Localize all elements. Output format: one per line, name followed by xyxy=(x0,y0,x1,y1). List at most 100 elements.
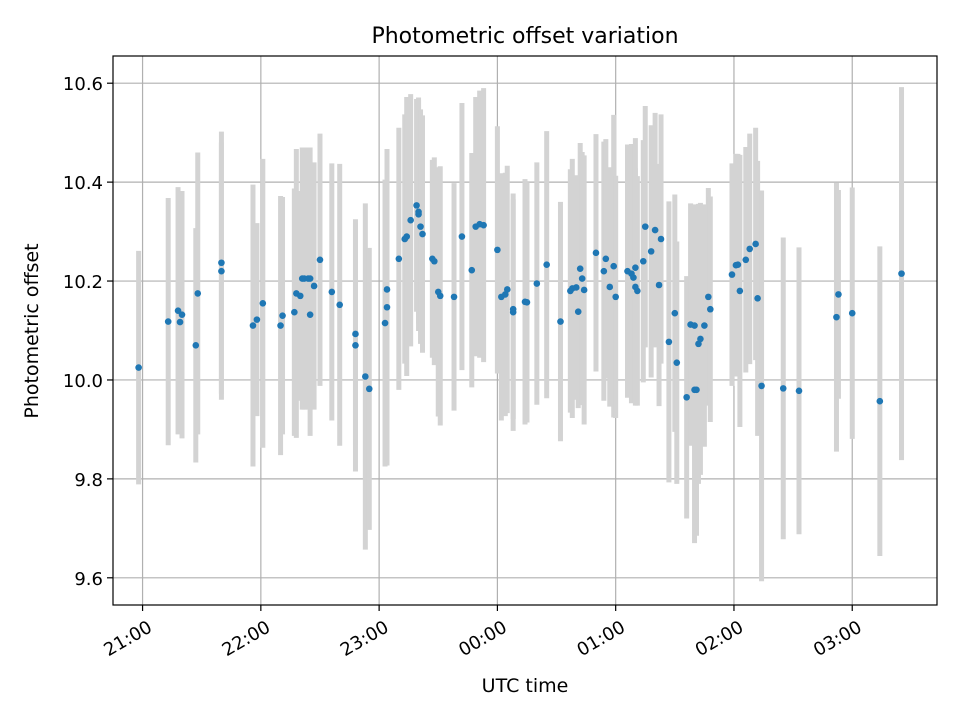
data-point xyxy=(415,210,422,218)
data-point xyxy=(543,261,550,269)
data-point xyxy=(754,295,761,302)
data-point xyxy=(665,338,673,346)
data-point xyxy=(673,359,681,366)
data-point xyxy=(306,311,314,318)
data-point xyxy=(277,322,284,329)
data-point xyxy=(647,248,655,255)
data-point xyxy=(310,282,318,290)
data-point xyxy=(164,318,172,325)
data-point xyxy=(403,233,411,240)
data-point xyxy=(480,221,487,229)
data-point xyxy=(533,280,541,287)
data-point xyxy=(176,318,184,326)
data-point xyxy=(651,226,659,234)
data-point xyxy=(576,265,584,272)
data-point xyxy=(691,322,698,329)
data-point xyxy=(746,245,754,253)
y-tick-label: 9.6 xyxy=(74,569,103,590)
data-point xyxy=(365,385,373,393)
data-point xyxy=(336,301,343,309)
data-point xyxy=(383,286,391,293)
data-point xyxy=(135,364,142,371)
data-point xyxy=(580,286,588,294)
data-point xyxy=(352,330,359,338)
data-point xyxy=(612,293,619,301)
data-point xyxy=(630,274,637,281)
data-point xyxy=(705,293,712,301)
data-point xyxy=(316,256,324,264)
data-point xyxy=(632,264,639,271)
data-point xyxy=(395,255,403,263)
data-point xyxy=(795,387,803,395)
data-point xyxy=(383,303,391,311)
data-point xyxy=(606,283,614,291)
data-point xyxy=(450,293,458,301)
data-point xyxy=(259,299,267,307)
y-tick-label: 10.0 xyxy=(63,371,103,392)
data-point xyxy=(362,373,369,380)
data-point xyxy=(468,266,476,274)
data-point xyxy=(655,281,663,289)
data-point xyxy=(671,309,679,317)
data-point xyxy=(728,271,736,278)
data-point xyxy=(835,291,842,298)
data-point xyxy=(578,275,586,282)
data-point xyxy=(218,259,225,267)
data-point xyxy=(742,256,750,264)
data-point xyxy=(572,284,580,291)
data-point xyxy=(657,235,665,243)
data-point xyxy=(436,292,444,300)
data-point xyxy=(458,233,466,240)
data-point xyxy=(707,305,714,313)
y-tick-label: 10.2 xyxy=(63,272,103,293)
data-point xyxy=(574,308,582,316)
data-point xyxy=(758,382,765,390)
data-point xyxy=(306,275,314,282)
data-point xyxy=(693,386,700,394)
data-point xyxy=(352,342,359,349)
y-tick-label: 10.4 xyxy=(63,173,103,194)
data-point xyxy=(641,223,649,230)
data-point xyxy=(848,309,856,317)
data-point xyxy=(503,286,511,293)
y-tick-label: 10.6 xyxy=(63,74,103,95)
data-point xyxy=(557,318,564,325)
data-point xyxy=(600,267,608,275)
data-point xyxy=(413,202,420,209)
data-point xyxy=(296,292,304,300)
y-tick-label: 9.8 xyxy=(74,470,103,491)
data-point xyxy=(695,340,702,348)
data-point xyxy=(602,255,610,263)
chart-title: Photometric offset variation xyxy=(371,24,678,49)
data-point xyxy=(523,299,531,306)
data-point xyxy=(736,287,744,295)
data-point xyxy=(291,308,298,316)
data-point xyxy=(833,313,840,321)
data-point xyxy=(876,397,884,405)
point-layer xyxy=(135,202,905,405)
x-axis-label: UTC time xyxy=(482,675,569,697)
data-point xyxy=(194,290,202,297)
data-point xyxy=(610,262,618,270)
data-point xyxy=(639,257,647,265)
y-axis-label: Photometric offset xyxy=(21,243,43,418)
data-point xyxy=(178,311,186,318)
data-point xyxy=(779,385,787,392)
data-point xyxy=(419,230,426,238)
data-point xyxy=(431,257,438,265)
data-point xyxy=(683,393,690,401)
plot-frame xyxy=(112,55,938,606)
data-point xyxy=(253,316,261,323)
data-point xyxy=(701,322,708,329)
data-point xyxy=(734,261,742,269)
data-point xyxy=(752,240,759,248)
data-point xyxy=(501,291,509,298)
data-point xyxy=(592,249,600,257)
data-point xyxy=(407,216,414,224)
data-point xyxy=(417,223,424,230)
data-point xyxy=(249,322,257,329)
data-point xyxy=(192,342,200,349)
data-point xyxy=(697,335,704,343)
data-point xyxy=(328,288,336,296)
